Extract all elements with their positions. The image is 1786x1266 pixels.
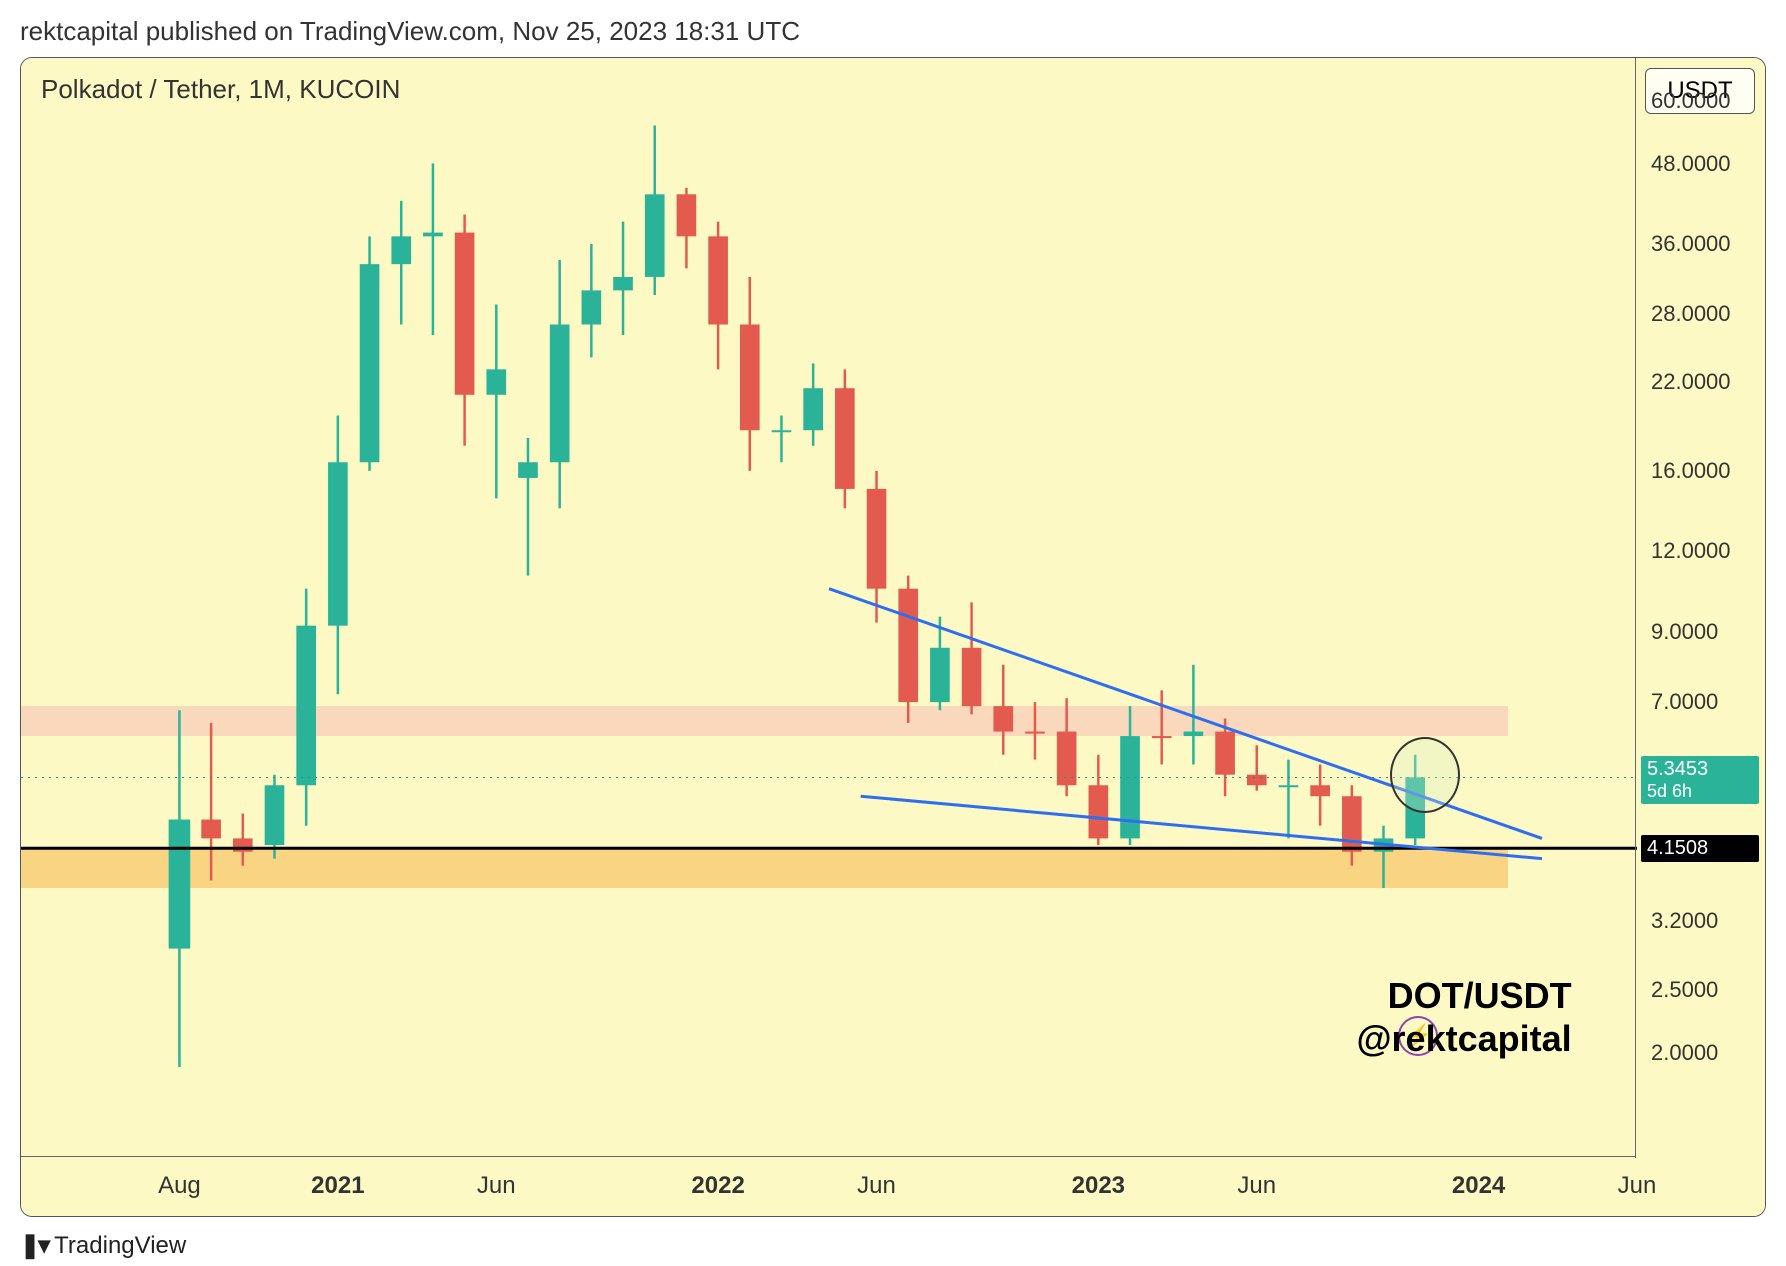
candle — [1279, 785, 1299, 787]
y-axis-label: 60.0000 — [1651, 88, 1751, 114]
y-axis-label: 9.0000 — [1651, 619, 1751, 645]
candle — [201, 820, 221, 839]
candle — [898, 589, 918, 702]
candle — [867, 489, 887, 589]
x-axis-label: Jun — [1237, 1172, 1276, 1200]
candle — [645, 194, 665, 277]
candlestick-layer — [21, 58, 1637, 1098]
candle — [265, 785, 285, 845]
y-axis-panel: USDT 60.000048.000036.000028.000022.0000… — [1635, 58, 1765, 1158]
plot-area[interactable]: ⚡DOT/USDT@rektcapital — [21, 58, 1635, 1156]
y-axis-label: 22.0000 — [1651, 369, 1751, 395]
candle — [708, 236, 728, 324]
x-axis-label: Jun — [857, 1172, 896, 1200]
x-axis-label: 2024 — [1452, 1172, 1505, 1200]
candle — [1247, 775, 1267, 786]
price-tag: 4.1508 — [1641, 835, 1759, 862]
candle — [423, 233, 443, 237]
candle — [740, 324, 760, 430]
x-axis-label: Jun — [1618, 1172, 1657, 1200]
candle — [582, 290, 602, 324]
candle — [328, 462, 348, 625]
candle — [1025, 732, 1045, 734]
candle — [993, 706, 1013, 731]
candle — [1152, 736, 1172, 738]
candle — [962, 648, 982, 706]
symbol-label: Polkadot / Tether, 1M, KUCOIN — [41, 74, 400, 105]
x-axis-label: 2023 — [1072, 1172, 1125, 1200]
x-axis-label: Aug — [158, 1172, 201, 1200]
candle — [360, 264, 380, 462]
chart-annotation: DOT/USDT@rektcapital — [1356, 974, 1571, 1060]
candle — [613, 277, 633, 290]
y-axis-label: 16.0000 — [1651, 458, 1751, 484]
y-axis-label: 2.5000 — [1651, 977, 1751, 1003]
candle — [296, 626, 316, 786]
candle — [1342, 796, 1362, 852]
candle — [1184, 732, 1204, 736]
x-axis-label: 2021 — [311, 1172, 364, 1200]
y-axis-label: 28.0000 — [1651, 301, 1751, 327]
candle — [1310, 785, 1330, 796]
candle — [930, 648, 950, 702]
candle — [1374, 838, 1394, 851]
price-tag: 5.34535d 6h — [1641, 756, 1759, 804]
candle — [803, 388, 823, 430]
candle — [518, 462, 538, 478]
candle — [1089, 785, 1109, 838]
y-axis-label: 36.0000 — [1651, 231, 1751, 257]
candle — [391, 236, 411, 264]
candle — [1215, 732, 1235, 775]
candle — [1120, 736, 1140, 838]
candle — [1057, 732, 1077, 786]
tradingview-logo-icon: ❚▾ — [20, 1231, 48, 1260]
candle — [835, 388, 855, 489]
candle — [772, 430, 792, 432]
x-axis-label: 2022 — [691, 1172, 744, 1200]
candle — [486, 369, 506, 394]
y-axis-label: 3.2000 — [1651, 908, 1751, 934]
y-axis-label: 12.0000 — [1651, 538, 1751, 564]
x-axis-label: Jun — [477, 1172, 516, 1200]
candle — [677, 194, 697, 236]
y-axis-label: 48.0000 — [1651, 151, 1751, 177]
candle — [455, 233, 475, 395]
tradingview-brand-text: TradingView — [54, 1232, 186, 1260]
candle — [233, 838, 253, 851]
candle — [169, 820, 191, 949]
candle — [550, 324, 570, 462]
y-axis-label: 7.0000 — [1651, 689, 1751, 715]
tradingview-footer: ❚▾ TradingView — [20, 1231, 186, 1260]
publish-header: rektcapital published on TradingView.com… — [0, 0, 1786, 57]
y-axis-label: 2.0000 — [1651, 1040, 1751, 1066]
chart-container[interactable]: Polkadot / Tether, 1M, KUCOIN ⚡DOT/USDT@… — [20, 57, 1766, 1217]
x-axis-panel: Aug2021Jun2022Jun2023Jun2024Jun — [21, 1156, 1635, 1216]
highlight-circle — [1390, 737, 1460, 813]
